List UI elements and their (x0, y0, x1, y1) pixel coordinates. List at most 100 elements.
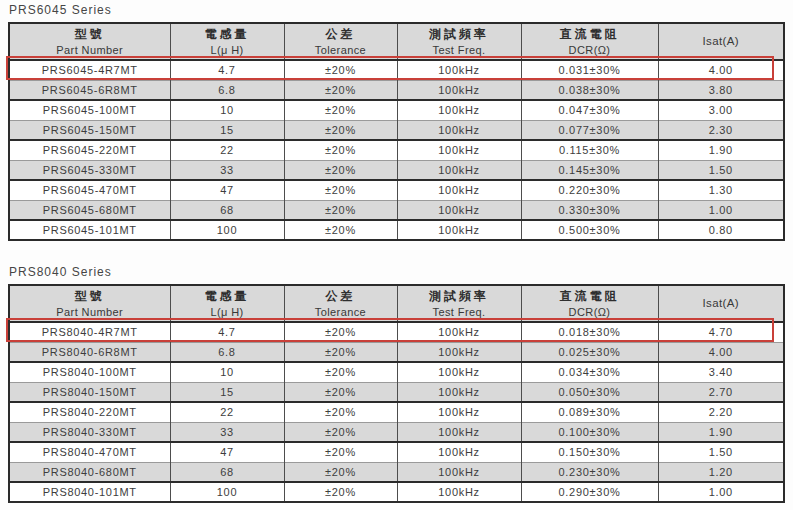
value-cell: ±20% (284, 402, 397, 422)
table-row: PRS6045-101MT100±20%100kHz0.500±30%0.80 (9, 220, 784, 240)
value-cell: 0.100±30% (521, 422, 658, 442)
spec-table-prs8040: 型號 Part Number 電感量 L(μ H) 公差 Tolerance (8, 284, 785, 503)
value-cell: 100kHz (397, 80, 521, 100)
value-cell: 0.230±30% (521, 462, 658, 482)
value-cell: 100kHz (397, 402, 521, 422)
value-cell: 100kHz (397, 362, 521, 382)
value-cell: 1.90 (658, 422, 784, 442)
col-label-zh: 電感量 (171, 24, 284, 43)
value-cell: 100kHz (397, 60, 521, 80)
value-cell: 0.80 (658, 220, 784, 240)
value-cell: ±20% (284, 462, 397, 482)
table-row: PRS8040-4R7MT4.7±20%100kHz0.018±30%4.70 (9, 322, 784, 342)
spec-table-prs6045: 型號 Part Number 電感量 L(μ H) 公差 Tolerance (8, 22, 785, 241)
value-cell: ±20% (284, 220, 397, 240)
value-cell: 0.290±30% (521, 482, 658, 502)
col-label-zh: 公差 (285, 286, 397, 305)
part-number-cell: PRS8040-100MT (9, 362, 170, 382)
value-cell: 1.30 (658, 180, 784, 200)
col-label-en: Part Number (10, 43, 170, 59)
value-cell: 6.8 (170, 80, 284, 100)
col-label-en: Part Number (10, 305, 170, 321)
value-cell: 0.115±30% (521, 140, 658, 160)
value-cell: 4.7 (170, 60, 284, 80)
col-label-zh: 公差 (285, 24, 397, 43)
value-cell: 22 (170, 140, 284, 160)
value-cell: 0.500±30% (521, 220, 658, 240)
value-cell: 47 (170, 442, 284, 462)
col-part-number: 型號 Part Number (9, 23, 170, 60)
col-inductance: 電感量 L(μ H) (170, 23, 284, 60)
part-number-cell: PRS8040-4R7MT (9, 322, 170, 342)
value-cell: 10 (170, 100, 284, 120)
col-tolerance: 公差 Tolerance (284, 23, 397, 60)
col-dcr: 直流電阻 DCR(Ω) (521, 285, 658, 322)
part-number-cell: PRS6045-680MT (9, 200, 170, 220)
part-number-cell: PRS6045-330MT (9, 160, 170, 180)
part-number-cell: PRS8040-150MT (9, 382, 170, 402)
part-number-cell: PRS6045-6R8MT (9, 80, 170, 100)
value-cell: ±20% (284, 200, 397, 220)
col-isat: Isat(A) (658, 23, 784, 60)
value-cell: 4.7 (170, 322, 284, 342)
value-cell: 1.00 (658, 482, 784, 502)
table-row: PRS8040-680MT68±20%100kHz0.230±30%1.20 (9, 462, 784, 482)
part-number-cell: PRS8040-680MT (9, 462, 170, 482)
value-cell: 100kHz (397, 422, 521, 442)
value-cell: 100 (170, 220, 284, 240)
value-cell: 100kHz (397, 180, 521, 200)
header-row: 型號 Part Number 電感量 L(μ H) 公差 Tolerance (9, 285, 784, 322)
table-row: PRS8040-150MT15±20%100kHz0.050±30%2.70 (9, 382, 784, 402)
col-isat: Isat(A) (658, 285, 784, 322)
value-cell: 100kHz (397, 160, 521, 180)
part-number-cell: PRS6045-220MT (9, 140, 170, 160)
value-cell: ±20% (284, 160, 397, 180)
col-label-zh: 型號 (10, 286, 170, 305)
datasheet-page: PRS6045 Series 型號 Part Number 電感量 (0, 0, 793, 503)
value-cell: 0.089±30% (521, 402, 658, 422)
header-row: 型號 Part Number 電感量 L(μ H) 公差 Tolerance (9, 23, 784, 60)
col-label-en: Test Freq. (398, 305, 521, 321)
value-cell: 100kHz (397, 342, 521, 362)
table-row: PRS6045-330MT33±20%100kHz0.145±30%1.50 (9, 160, 784, 180)
value-cell: 3.40 (658, 362, 784, 382)
value-cell: 15 (170, 120, 284, 140)
col-tolerance: 公差 Tolerance (284, 285, 397, 322)
table-row: PRS8040-100MT10±20%100kHz0.034±30%3.40 (9, 362, 784, 382)
value-cell: 68 (170, 200, 284, 220)
value-cell: 2.20 (658, 402, 784, 422)
col-part-number: 型號 Part Number (9, 285, 170, 322)
col-label-en: L(μ H) (171, 43, 284, 59)
value-cell: ±20% (284, 80, 397, 100)
value-cell: 4.70 (658, 322, 784, 342)
value-cell: 100kHz (397, 482, 521, 502)
part-number-cell: PRS6045-150MT (9, 120, 170, 140)
value-cell: 15 (170, 382, 284, 402)
value-cell: 0.018±30% (521, 322, 658, 342)
value-cell: ±20% (284, 120, 397, 140)
value-cell: 100kHz (397, 462, 521, 482)
value-cell: 1.00 (658, 200, 784, 220)
col-label-en: DCR(Ω) (522, 43, 658, 59)
col-label-zh: 型號 (10, 24, 170, 43)
value-cell: 0.220±30% (521, 180, 658, 200)
table-row: PRS6045-100MT10±20%100kHz0.047±30%3.00 (9, 100, 784, 120)
value-cell: ±20% (284, 482, 397, 502)
col-label-zh: 測試頻率 (398, 286, 521, 305)
table-row: PRS6045-220MT22±20%100kHz0.115±30%1.90 (9, 140, 784, 160)
value-cell: 100kHz (397, 382, 521, 402)
table-row: PRS6045-150MT15±20%100kHz0.077±30%2.30 (9, 120, 784, 140)
table-row: PRS6045-470MT47±20%100kHz0.220±30%1.30 (9, 180, 784, 200)
series-section-prs8040: PRS8040 Series 型號 Part Number 電感量 (8, 265, 793, 503)
table-row: PRS8040-330MT33±20%100kHz0.100±30%1.90 (9, 422, 784, 442)
col-label-zh: 電感量 (171, 286, 284, 305)
table-row: PRS8040-6R8MT6.8±20%100kHz0.025±30%4.00 (9, 342, 784, 362)
table-row: PRS8040-470MT47±20%100kHz0.150±30%1.50 (9, 442, 784, 462)
table-row: PRS8040-220MT22±20%100kHz0.089±30%2.20 (9, 402, 784, 422)
value-cell: 6.8 (170, 342, 284, 362)
value-cell: 68 (170, 462, 284, 482)
value-cell: 10 (170, 362, 284, 382)
value-cell: ±20% (284, 60, 397, 80)
series-section-prs6045: PRS6045 Series 型號 Part Number 電感量 (8, 3, 793, 241)
value-cell: 47 (170, 180, 284, 200)
